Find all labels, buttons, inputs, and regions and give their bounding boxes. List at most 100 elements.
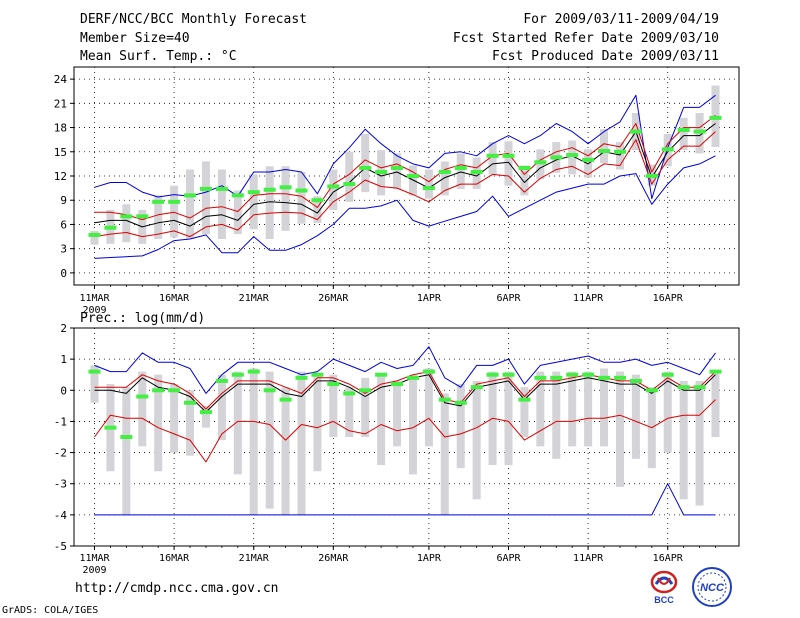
- spread-box: [122, 387, 131, 515]
- spread-box: [408, 374, 417, 475]
- observed-marker: [486, 372, 499, 377]
- observed-marker: [199, 186, 212, 191]
- spread-box: [201, 405, 210, 428]
- series-max-line: [94, 346, 716, 394]
- observed-marker: [454, 165, 467, 170]
- observed-marker: [263, 187, 276, 192]
- observed-marker: [168, 388, 181, 393]
- observed-marker: [629, 129, 642, 134]
- observed-marker: [343, 391, 356, 396]
- variable-label: Mean Surf. Temp.: °C: [80, 49, 237, 64]
- observed-marker: [231, 372, 244, 377]
- observed-marker: [661, 147, 674, 152]
- y-tick-label: 12: [54, 170, 67, 183]
- grads-credit: GrADS: COLA/IGES: [2, 605, 99, 616]
- y-tick-label: 0: [60, 384, 67, 397]
- observed-marker: [327, 184, 340, 189]
- spread-box: [297, 171, 306, 224]
- spread-box: [154, 374, 163, 472]
- spread-box: [552, 371, 561, 459]
- observed-marker: [120, 214, 133, 219]
- spread-box: [536, 149, 545, 180]
- observed-marker: [247, 369, 260, 374]
- spread-box: [154, 195, 163, 239]
- observed-marker: [375, 169, 388, 174]
- series-max-line: [94, 94, 716, 200]
- spread-box: [568, 371, 577, 447]
- observed-marker: [184, 193, 197, 198]
- spread-box: [440, 393, 449, 515]
- observed-marker: [136, 214, 149, 219]
- spread-box: [504, 371, 513, 466]
- x-tick-label: 21MAR: [239, 553, 270, 564]
- ncc-logo-text: NCC: [700, 582, 725, 594]
- spread-box: [233, 190, 242, 235]
- x-tick-label: 21MAR: [239, 293, 270, 304]
- spread-box: [90, 365, 99, 403]
- y-tick-label: 15: [54, 146, 67, 159]
- x-tick-label: 1APR: [417, 553, 442, 564]
- y-tick-label: 24: [54, 73, 68, 86]
- observed-marker: [327, 382, 340, 387]
- x-tick-label: 26MAR: [318, 293, 349, 304]
- y-tick-label: 6: [60, 218, 67, 231]
- observed-marker: [279, 397, 292, 402]
- observed-marker: [486, 153, 499, 158]
- observed-marker: [518, 397, 531, 402]
- spread-box: [536, 371, 545, 447]
- observed-marker: [422, 186, 435, 191]
- y-tick-label: 2: [60, 322, 67, 335]
- spread-box: [297, 371, 306, 515]
- x-tick-label: 6APR: [496, 293, 521, 304]
- observed-marker: [247, 190, 260, 195]
- x-tick-label: 1APR: [417, 293, 442, 304]
- observed-marker: [215, 186, 228, 191]
- observed-marker: [454, 400, 467, 405]
- observed-marker: [136, 394, 149, 399]
- observed-marker: [104, 425, 117, 430]
- observed-marker: [263, 388, 276, 393]
- spread-box: [424, 169, 433, 199]
- spread-box: [345, 151, 354, 202]
- observed-marker: [422, 369, 435, 374]
- spread-box: [186, 169, 195, 239]
- observed-marker: [534, 160, 547, 165]
- spread-box: [520, 165, 529, 196]
- observed-marker: [518, 165, 531, 170]
- observed-marker: [598, 375, 611, 380]
- spread-box: [440, 161, 449, 196]
- panel-temp: 0 3 6 9 12 15 18 21 24 11MAR 16MAR 21MAR 26MAR 1APR 6A…: [54, 66, 740, 316]
- observed-marker: [598, 148, 611, 153]
- x-tick-label: 26MAR: [318, 553, 349, 564]
- observed-marker: [152, 388, 165, 393]
- observed-marker: [375, 372, 388, 377]
- bcc-logo-icon: BCC: [650, 570, 678, 605]
- observed-marker: [550, 375, 563, 380]
- series-lower-line: [94, 131, 716, 238]
- footer-url: http://cmdp.ncc.cma.gov.cn: [75, 581, 279, 596]
- spread-box: [600, 129, 609, 164]
- spread-box: [186, 390, 195, 456]
- observed-marker: [311, 372, 324, 377]
- observed-marker: [199, 410, 212, 415]
- observed-marker: [693, 129, 706, 134]
- observed-marker: [295, 375, 308, 380]
- spread-box: [615, 142, 624, 170]
- spread-box: [568, 140, 577, 175]
- spread-box: [631, 374, 640, 459]
- observed-marker: [104, 225, 117, 230]
- observed-marker: [152, 199, 165, 204]
- observed-marker: [406, 174, 419, 178]
- spread-box: [281, 387, 290, 515]
- observed-marker: [168, 199, 181, 204]
- spread-box: [90, 230, 99, 245]
- forecast-period-label: For 2009/03/11-2009/04/19: [523, 12, 719, 27]
- x-tick-label: 16APR: [653, 293, 684, 304]
- y-tick-label: 21: [54, 97, 67, 110]
- observed-marker: [231, 193, 244, 198]
- spread-box: [361, 134, 370, 193]
- spread-box: [249, 368, 258, 515]
- observed-marker: [502, 153, 515, 158]
- spread-box: [679, 117, 688, 151]
- observed-marker: [582, 157, 595, 162]
